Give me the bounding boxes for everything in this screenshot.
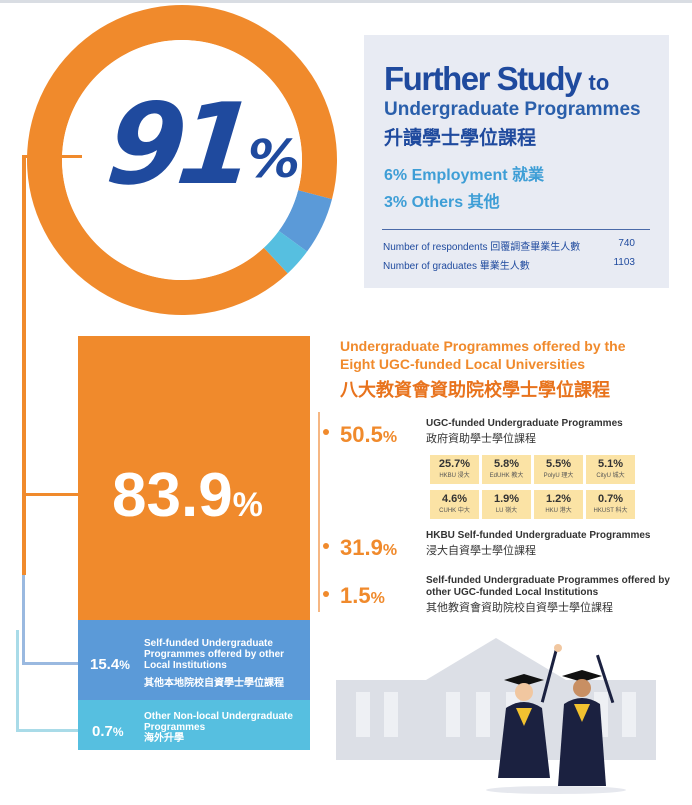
university-share: 0.7%	[597, 493, 624, 505]
nonlocal-text-en: Other Non-local Undergraduate Programmes	[144, 711, 293, 733]
nonlocal-pct-symbol: %	[112, 725, 124, 739]
university-name: PolyU 理大	[543, 473, 574, 479]
ugc-item-pct-number: 50.5	[340, 422, 383, 447]
title-sub: Undergraduate Programmes	[384, 99, 641, 120]
selffunded-text-zh: 其他本地院校自資學士學位課程	[144, 678, 284, 689]
university-share: 1.2%	[545, 493, 572, 505]
university-cell: 4.6% CUHK 中大	[430, 490, 479, 519]
university-share: 5.8%	[493, 458, 520, 470]
connector-blue-horizontal	[22, 662, 78, 665]
university-cell: 1.2% HKU 港大	[534, 490, 583, 519]
item-dot	[323, 591, 329, 597]
university-name: HKBU 浸大	[439, 473, 470, 479]
university-name: CUHK 中大	[439, 508, 470, 514]
university-cell: 1.9% LU 嶺大	[482, 490, 531, 519]
ugc-item-pct-symbol: %	[370, 590, 385, 607]
ugc-item-pct-number: 1.5	[340, 583, 371, 608]
ugc-item-en: HKBU Self-funded Undergraduate Programme…	[426, 530, 651, 541]
connector-blue-vertical	[22, 575, 25, 663]
local-pct-symbol: %	[232, 486, 263, 524]
building-illustration	[336, 638, 656, 760]
item-dot	[323, 429, 329, 435]
ugc-title-zh: 八大教資會資助院校學士學位課程	[340, 380, 610, 400]
selffunded-pct-symbol: %	[119, 658, 130, 672]
graduates-label: Number of graduates 畢業生人數	[383, 261, 530, 272]
ugc-title-en: Undergraduate Programmes offered by the …	[340, 338, 626, 372]
donut-chart	[26, 5, 338, 316]
university-share: 5.5%	[545, 458, 572, 470]
university-name: EdUHK 教大	[489, 473, 524, 479]
item-dot	[323, 543, 329, 549]
nonlocal-percent: 0.7%	[92, 723, 124, 740]
employment-stat: 6% Employment 就業	[384, 167, 545, 184]
nonlocal-pct-number: 0.7	[92, 723, 113, 740]
local-pct-number: 83.9	[112, 461, 233, 530]
connector-orange-vertical	[22, 155, 26, 575]
info-divider	[382, 229, 650, 230]
donut-hole	[62, 40, 302, 280]
respondents-label: Number of respondents 回覆調查畢業生人數	[383, 242, 581, 253]
nonlocal-block	[78, 700, 310, 750]
title-to: to	[588, 70, 610, 95]
donut-headline: 91%	[101, 70, 308, 220]
donut-slice-employment	[278, 190, 332, 252]
headline-number: 91	[101, 80, 255, 210]
top-divider	[0, 0, 692, 3]
headline-percent-symbol: %	[247, 130, 300, 190]
connector-teal-horizontal	[16, 729, 78, 732]
title-main-text: Further Study	[384, 60, 582, 97]
local-universities-block	[78, 336, 310, 620]
graduation-illustration	[336, 638, 656, 794]
connector-teal-vertical	[16, 630, 19, 730]
nonlocal-text-zh: 海外升學	[144, 733, 184, 744]
graduate-right-illustration	[558, 654, 615, 786]
ugc-item-percent: 31.9%	[340, 535, 397, 561]
title-zh: 升讀學士學位課程	[384, 128, 537, 149]
university-share: 25.7%	[438, 458, 471, 470]
university-cell: 0.7% HKUST 科大	[586, 490, 635, 519]
connector-orange-top	[22, 155, 82, 158]
graduate-left-illustration	[498, 644, 562, 778]
ugc-item-zh: 浸大自資學士學位課程	[426, 545, 536, 557]
local-universities-percent: 83.9%	[112, 460, 263, 531]
respondents-value: 740	[618, 238, 635, 249]
university-share: 1.9%	[493, 493, 520, 505]
ugc-connector	[318, 412, 320, 612]
ugc-item-pct-number: 31.9	[340, 535, 383, 560]
ground-shadow	[486, 786, 626, 794]
graduates-value: 1103	[613, 257, 635, 268]
university-share: 4.6%	[441, 493, 468, 505]
university-name: CityU 城大	[596, 473, 625, 479]
ugc-item-pct-symbol: %	[382, 429, 398, 446]
info-panel	[364, 35, 669, 288]
university-share: 5.1%	[597, 458, 624, 470]
selffunded-pct-number: 15.4	[90, 656, 120, 673]
ugc-item-percent: 1.5%	[340, 583, 385, 609]
ugc-item-percent: 50.5%	[340, 422, 397, 448]
university-cell: 25.7% HKBU 浸大	[430, 455, 479, 484]
selffunded-text-en: Self-funded Undergraduate Programmes off…	[144, 638, 285, 671]
university-cell: 5.1% CityU 城大	[586, 455, 635, 484]
ugc-item-zh: 政府資助學士學位課程	[426, 433, 536, 445]
title-main: Further Study to	[384, 60, 609, 98]
university-cell: 5.8% EdUHK 教大	[482, 455, 531, 484]
selffunded-block	[78, 620, 310, 700]
donut-slice-others	[263, 230, 308, 274]
ugc-item-pct-symbol: %	[382, 542, 398, 559]
university-name: HKUST 科大	[593, 508, 628, 514]
ugc-item-en: Self-funded Undergraduate Programmes off…	[426, 575, 670, 598]
others-stat: 3% Others 其他	[384, 194, 500, 211]
connector-orange-mid	[22, 493, 78, 496]
university-name: LU 嶺大	[495, 508, 518, 514]
ugc-item-en: UGC-funded Undergraduate Programmes	[426, 418, 623, 429]
university-name: HKU 港大	[545, 508, 572, 514]
selffunded-percent: 15.4%	[90, 656, 130, 673]
university-cell: 5.5% PolyU 理大	[534, 455, 583, 484]
ugc-item-zh: 其他教資會資助院校自資學士學位課程	[426, 602, 613, 614]
